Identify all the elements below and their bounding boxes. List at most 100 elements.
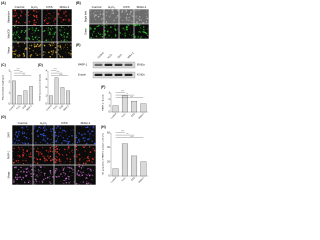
cell-signal bbox=[24, 167, 26, 169]
cell-signal bbox=[24, 143, 26, 145]
cell-signal bbox=[124, 29, 126, 31]
cell-signal bbox=[13, 32, 15, 34]
cell-signal bbox=[51, 39, 53, 41]
cell-signal bbox=[60, 48, 62, 50]
cell-signal bbox=[76, 161, 77, 163]
cell-signal bbox=[138, 30, 141, 33]
cell-signal bbox=[57, 45, 60, 47]
cell-signal bbox=[77, 139, 80, 141]
cell-signal bbox=[77, 169, 80, 172]
band-label: β-actin bbox=[78, 73, 86, 77]
cell-signal bbox=[88, 159, 91, 162]
cell-signal bbox=[32, 50, 34, 52]
cell-signal bbox=[64, 46, 65, 48]
significance: ** bbox=[126, 94, 128, 96]
cell-signal bbox=[28, 170, 30, 172]
cell-signal bbox=[59, 44, 61, 47]
cell-signal bbox=[131, 14, 132, 16]
significance: *** bbox=[126, 134, 129, 136]
cell-signal bbox=[65, 180, 67, 181]
cell-signal bbox=[78, 163, 80, 165]
cell-signal bbox=[43, 132, 45, 135]
significance: **** bbox=[121, 131, 125, 133]
cell-signal bbox=[15, 133, 16, 135]
cell-signal bbox=[113, 10, 114, 12]
cell-signal bbox=[17, 171, 18, 173]
cell-signal bbox=[132, 33, 134, 35]
cell-signal bbox=[12, 50, 14, 53]
cell-signal bbox=[14, 50, 16, 53]
cell-signal bbox=[67, 142, 70, 145]
cell-signal bbox=[27, 146, 29, 148]
cell-signal bbox=[106, 30, 109, 33]
cell-signal bbox=[50, 173, 52, 175]
cell-signal bbox=[140, 31, 142, 33]
cell-signal bbox=[22, 152, 24, 154]
lane-label: Control bbox=[97, 51, 105, 59]
cell-signal bbox=[136, 15, 138, 17]
cell-signal bbox=[64, 173, 67, 175]
cell-signal bbox=[58, 160, 61, 163]
micrograph bbox=[57, 9, 72, 26]
cell-signal bbox=[58, 29, 61, 31]
cell-signal bbox=[28, 155, 30, 158]
cell-signal bbox=[15, 131, 18, 134]
cell-signal bbox=[92, 130, 94, 133]
cell-signal bbox=[29, 14, 31, 15]
cell-signal bbox=[55, 141, 58, 143]
cell-signal bbox=[69, 152, 70, 154]
cell-signal bbox=[49, 28, 52, 30]
significance: **** bbox=[59, 74, 63, 76]
cell-signal bbox=[21, 147, 23, 149]
cell-signal bbox=[41, 133, 44, 136]
cell-signal bbox=[30, 183, 32, 185]
cell-signal bbox=[15, 53, 17, 55]
cell-signal bbox=[125, 10, 128, 12]
row-label: PARP-1 bbox=[8, 150, 11, 159]
cell-signal bbox=[82, 162, 85, 164]
cell-signal bbox=[63, 31, 65, 33]
cell-signal bbox=[40, 40, 42, 42]
cell-signal bbox=[23, 169, 25, 171]
panel-label: (E) bbox=[76, 43, 81, 47]
cell-signal bbox=[53, 20, 55, 22]
cell-signal bbox=[47, 12, 49, 14]
blot-band bbox=[124, 73, 133, 76]
cell-signal bbox=[128, 16, 130, 19]
cell-signal bbox=[50, 130, 53, 133]
cell-signal bbox=[69, 161, 71, 163]
cell-signal bbox=[35, 180, 38, 183]
cell-signal bbox=[48, 126, 50, 128]
cell-signal bbox=[87, 156, 89, 158]
cell-signal bbox=[42, 51, 45, 53]
cell-signal bbox=[33, 15, 36, 18]
cell-signal bbox=[51, 158, 54, 161]
cell-signal bbox=[47, 151, 50, 153]
cell-signal bbox=[43, 30, 46, 32]
cell-signal bbox=[20, 142, 22, 143]
cell-signal bbox=[62, 172, 64, 173]
y-tick-label: 3 bbox=[45, 78, 47, 81]
cell-signal bbox=[49, 177, 50, 179]
cell-signal bbox=[68, 52, 70, 54]
cell-signal bbox=[61, 129, 64, 132]
cell-signal bbox=[22, 150, 24, 152]
cell-signal bbox=[67, 19, 69, 21]
cell-signal bbox=[56, 151, 59, 153]
cell-signal bbox=[69, 170, 71, 172]
cell-signal bbox=[38, 126, 41, 128]
cell-signal bbox=[33, 23, 35, 26]
x-tick-label: DXS bbox=[22, 105, 27, 110]
column-label: DXS bbox=[46, 5, 52, 9]
cell-signal bbox=[49, 146, 52, 149]
cell-signal bbox=[17, 141, 18, 143]
cell-signal bbox=[88, 167, 90, 169]
cell-signal bbox=[23, 42, 25, 44]
cell-signal bbox=[82, 181, 85, 183]
cell-signal bbox=[52, 152, 53, 153]
cell-signal bbox=[92, 12, 94, 14]
blot-band bbox=[94, 73, 103, 76]
cell-signal bbox=[102, 33, 104, 35]
cell-signal bbox=[39, 170, 41, 172]
cell-signal bbox=[48, 51, 50, 54]
